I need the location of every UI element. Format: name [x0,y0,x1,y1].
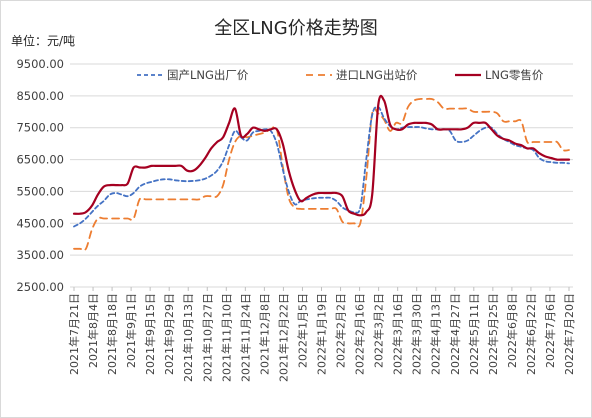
y-tick-label: 6500.00 [16,153,64,167]
unit-label: 单位：元/吨 [11,33,75,48]
x-tick-label: 2021年11月10日 [219,293,233,382]
y-tick-label: 9500.00 [16,57,64,71]
y-tick-label: 7500.00 [16,121,64,135]
x-tick-label: 2021年9月29日 [162,293,176,375]
x-tick-label: 2022年4月13日 [429,293,443,375]
x-tick-label: 2022年3月2日 [372,293,386,368]
series-line-domestic [73,105,570,228]
x-tick-label: 2021年10月13日 [181,293,195,382]
x-tick-label: 2022年1月5日 [295,293,309,368]
y-tick-label: 2500.00 [16,280,64,294]
x-tick-label: 2022年5月11日 [467,293,481,375]
x-tick-label: 2022年3月16日 [391,293,405,375]
gridlines [70,63,573,288]
y-tick-label: 4500.00 [16,216,64,230]
x-tick-label: 2022年7月20日 [562,293,576,375]
series-lines [72,94,571,252]
x-axis-ticks: 2021年7月21日 2021年8月4日 2021年8月18日 2021年9月1日 20… [67,287,576,382]
x-tick-label: 2022年3月30日 [410,293,424,375]
x-tick-label: 2021年12月22日 [276,293,290,382]
y-tick-label: 8500.00 [16,89,64,103]
x-tick-label: 2022年7月6日 [543,293,557,368]
legend-label: 进口LNG出站价 [336,68,418,82]
series-line-retail [72,94,571,217]
legend: 国产LNG出厂价 进口LNG出站价 LNG零售价 [137,68,544,82]
x-tick-label: 2021年7月21日 [67,293,81,375]
y-axis-ticks: 9500.00 8500.00 7500.00 6500.00 5500.00 4500.… [16,57,64,294]
x-tick-label: 2022年1月19日 [315,293,329,375]
x-tick-label: 2021年9月1日 [124,293,138,368]
x-tick-label: 2021年8月18日 [105,293,119,375]
legend-label: 国产LNG出厂价 [167,68,249,82]
x-tick-label: 2021年8月4日 [86,293,100,368]
x-tick-label: 2022年5月25日 [486,293,500,375]
legend-label: LNG零售价 [485,68,544,82]
x-tick-label: 2021年12月8日 [257,293,271,375]
x-tick-label: 2021年11月24日 [238,293,252,382]
y-tick-label: 5500.00 [16,184,64,198]
x-tick-label: 2022年4月27日 [448,293,462,375]
y-tick-label: 3500.00 [16,248,64,262]
x-tick-label: 2021年9月15日 [143,293,157,375]
series-line-import [73,97,570,252]
x-tick-label: 2022年6月22日 [524,293,538,375]
x-tick-label: 2021年10月27日 [200,293,214,382]
x-tick-label: 2022年2月16日 [353,293,367,375]
x-tick-label: 2022年2月2日 [334,293,348,368]
chart-title: 全区LNG价格走势图 [214,18,377,39]
x-tick-label: 2022年6月8日 [505,293,519,368]
